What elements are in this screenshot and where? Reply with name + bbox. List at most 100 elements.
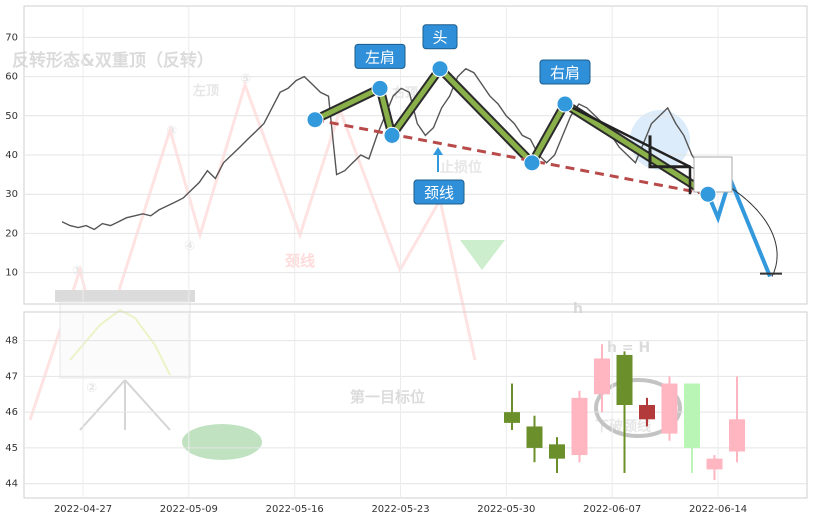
pattern-callout: 左肩 (354, 43, 406, 69)
candle (526, 415, 543, 463)
watermark-neck: 颈线 (284, 252, 315, 270)
candle-y-tick: 47 (5, 371, 18, 382)
candle (706, 455, 723, 481)
candle (661, 376, 678, 441)
pattern-marker (431, 60, 449, 78)
watermark-ring (594, 378, 682, 438)
x-tick: 2022-05-23 (371, 504, 429, 515)
candle-body (594, 358, 610, 395)
candle (571, 390, 588, 463)
watermark-num-2: ② (86, 381, 97, 396)
candle-body (504, 412, 520, 423)
pattern-marker (371, 79, 389, 97)
neckline-pointer-head (433, 147, 443, 155)
volume-panel-frame (23, 311, 808, 499)
candle-body (684, 383, 700, 448)
target-bar (760, 272, 782, 275)
pattern-callout: 右肩 (539, 59, 591, 85)
price-y-tick: 40 (5, 150, 18, 161)
x-tick: 2022-06-07 (583, 504, 641, 515)
neckline-callout-label: 颈线 (424, 184, 454, 202)
price-y-tick: 20 (5, 228, 18, 239)
callout-box (422, 24, 458, 50)
pattern-marker (306, 111, 324, 129)
callout-box (539, 59, 591, 85)
watermark-num-5: ⑤ (240, 72, 251, 87)
thumbnail-icon (693, 156, 733, 193)
x-tick: 2022-05-16 (266, 504, 324, 515)
price-y-tick: 70 (5, 32, 18, 43)
watermark-right-top: 右顶 (391, 85, 418, 101)
neckline-callout-box (413, 179, 465, 205)
callout-label: 左肩 (365, 48, 395, 66)
watermark-target: 第一目标位 (350, 388, 425, 406)
neckline (314, 118, 709, 196)
price-y-tick: 50 (5, 111, 18, 122)
candle-body (706, 458, 723, 470)
watermark-num-3: ③ (166, 124, 177, 139)
x-tick: 2022-04-27 (54, 504, 112, 515)
price-y-axis: 10 20 30 40 50 60 70 (5, 32, 18, 278)
candle-body (639, 405, 655, 420)
candle-body (549, 444, 565, 459)
watermark-board (59, 301, 191, 379)
pattern-marker (383, 126, 401, 144)
watermark-board-legs (79, 379, 171, 431)
callout-label: 右肩 (550, 64, 580, 82)
candle-y-tick: 45 (5, 443, 18, 454)
price-line-group (61, 67, 701, 231)
watermark-down-arrow (460, 240, 505, 270)
candle-body (526, 426, 543, 448)
watermark-breakout: 下破颈线 (595, 418, 651, 435)
pattern-marker (699, 185, 717, 203)
candle (594, 344, 610, 413)
watermark-num-1: ① (72, 264, 83, 279)
candle-body (571, 397, 588, 456)
callout-label: 头 (432, 29, 447, 47)
candle-y-axis: 44 45 46 47 48 (5, 336, 18, 490)
candle (684, 383, 700, 473)
x-axis: 2022-04-27 2022-05-09 2022-05-16 2022-05-23… (54, 504, 747, 515)
watermark-zigzag (28, 80, 477, 421)
x-tick: 2022-06-14 (689, 504, 747, 515)
watermark-left-top: 左顶 (193, 83, 219, 99)
pattern-marker (523, 154, 541, 172)
candle-y-tick: 46 (5, 407, 18, 418)
watermark-num-4: ④ (184, 239, 195, 254)
candle (616, 351, 633, 473)
watermark-s: S (478, 239, 487, 254)
neckline-callout: 颈线 (413, 147, 465, 205)
candle-y-tick: 48 (5, 336, 18, 347)
price-y-tick: 60 (5, 72, 18, 83)
candle (639, 397, 655, 427)
candle-body (729, 419, 745, 452)
candle-body (616, 354, 633, 405)
x-tick: 2022-05-09 (160, 504, 218, 515)
watermark-board-curve (69, 308, 171, 376)
watermark-h: h (573, 301, 583, 317)
candle (549, 437, 565, 473)
callout-box (354, 43, 406, 69)
candles (504, 344, 745, 481)
target-projection (706, 172, 772, 278)
watermark-board-top (55, 290, 195, 302)
watermark-stop: 止损位 (440, 159, 482, 176)
right-shoulder-step (648, 135, 690, 169)
candle-y-tick: 44 (5, 479, 18, 490)
x-tick: 2022-05-30 (477, 504, 535, 515)
candle-body (661, 383, 678, 434)
price-y-tick: 10 (5, 268, 18, 279)
candle (729, 376, 745, 463)
watermark-diagram: 反转形态&双重顶（反转） 左顶 右顶 止损位 颈线 第一目标位 h h = H … (12, 50, 690, 460)
watermark-h-eq: h = H (607, 340, 650, 356)
price-line (61, 67, 701, 231)
pattern-group (313, 64, 782, 278)
candle (504, 383, 520, 431)
pattern-marker (556, 95, 574, 113)
price-y-tick: 30 (5, 189, 18, 200)
watermark-disc (182, 424, 262, 460)
watermark-title: 反转形态&双重顶（反转） (12, 50, 214, 71)
pattern-callout: 头 (422, 24, 458, 50)
